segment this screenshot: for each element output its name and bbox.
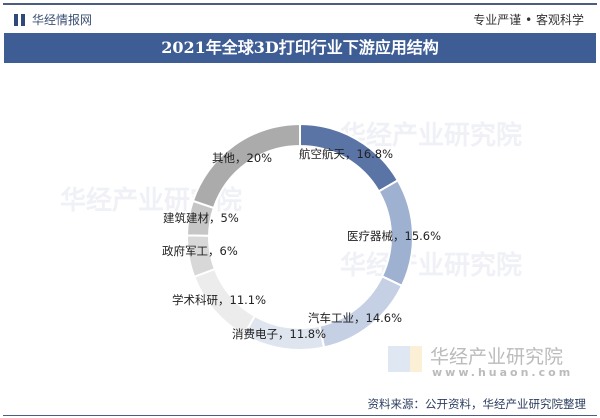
slice-label: 其他，20%: [212, 151, 273, 165]
watermark-url: www.huaon.com: [432, 366, 574, 379]
logo-text: 华经情报网: [32, 13, 93, 27]
slice-label: 汽车工业，14.6%: [308, 311, 403, 325]
source-note: 资料来源：公开资料，华经产业研究院整理: [367, 397, 587, 411]
logo: 华经情报网: [14, 11, 92, 28]
slice-label: 政府军工，6%: [162, 244, 238, 258]
chart-title: 2021年全球3D打印行业下游应用结构: [4, 33, 596, 63]
watermark-logo-icon: [388, 346, 410, 372]
slice-label: 学术科研，11.1%: [172, 293, 267, 307]
watermark-text: 华经产业研究院: [340, 121, 523, 151]
donut-slice-7: [191, 122, 301, 210]
bottom-divider: [3, 414, 597, 416]
logo-icon: [14, 13, 26, 26]
watermark-text: 华经产业研究院: [340, 251, 523, 281]
top-divider: [3, 3, 597, 5]
watermark-logo-icon: [410, 346, 422, 372]
slice-label: 航空航天，16.8%: [299, 147, 394, 161]
slice-label: 消费电子，11.8%: [232, 327, 327, 341]
slice-label: 医疗器械，15.6%: [347, 229, 442, 243]
slogan: 专业严谨 • 客观科学: [473, 13, 584, 27]
watermark-brand: 华经产业研究院: [430, 346, 564, 368]
slice-label: 建筑建材，5%: [163, 211, 239, 225]
